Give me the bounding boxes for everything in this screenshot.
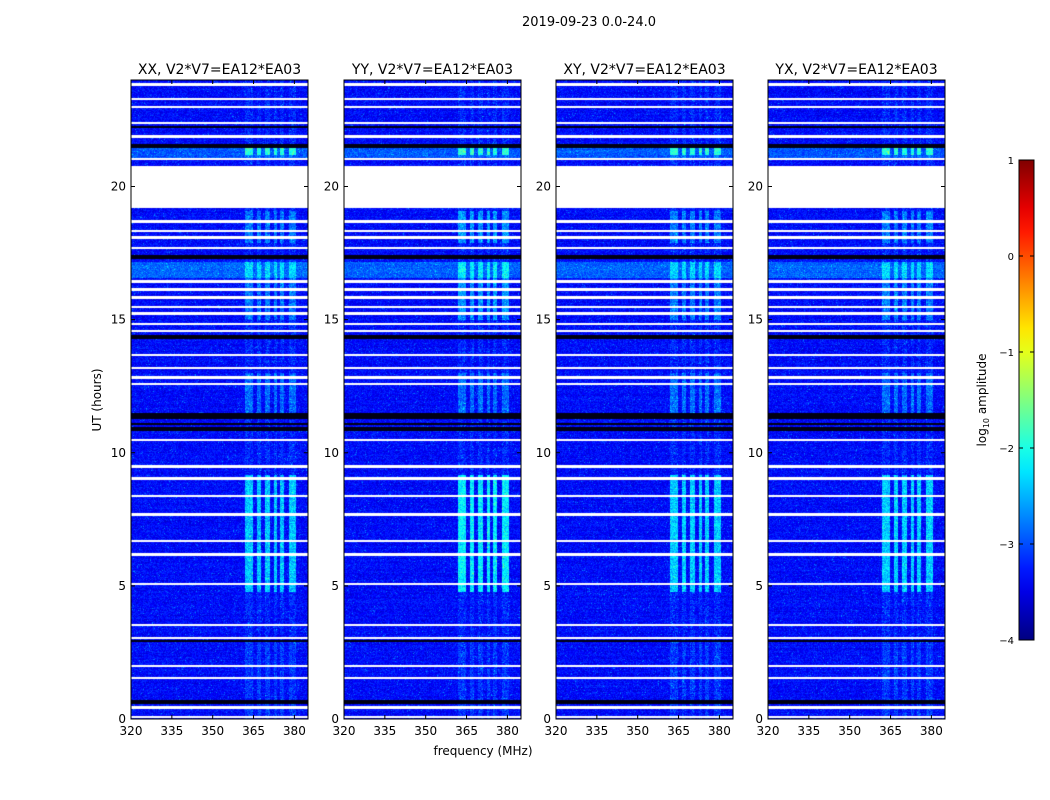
x-tick-label: 320 bbox=[757, 724, 780, 738]
y-tick-label: 15 bbox=[111, 313, 126, 327]
panel-frame bbox=[343, 79, 522, 720]
x-tick-label: 335 bbox=[797, 724, 820, 738]
panel-frame bbox=[767, 79, 946, 720]
colorbar-tick-label: 1 bbox=[1008, 156, 1014, 167]
y-tick-label: 20 bbox=[111, 180, 126, 194]
panel-title: YY, V2*V7=EA12*EA03 bbox=[351, 62, 513, 78]
y-tick-label: 10 bbox=[111, 446, 126, 460]
y-tick-label: 10 bbox=[324, 446, 339, 460]
figure-title: 2019-09-23 0.0-24.0 bbox=[522, 15, 656, 30]
colorbar-label: log10 amplitude bbox=[975, 354, 991, 447]
y-tick-label: 15 bbox=[748, 313, 763, 327]
y-tick-label: 20 bbox=[324, 180, 339, 194]
y-tick-label: 20 bbox=[748, 180, 763, 194]
y-tick-label: 5 bbox=[755, 579, 763, 593]
colorbar-tick-label: −1 bbox=[999, 348, 1014, 359]
x-tick-label: 320 bbox=[120, 724, 143, 738]
y-tick-label: 0 bbox=[755, 712, 763, 726]
y-tick-label: 20 bbox=[536, 180, 551, 194]
y-tick-label: 0 bbox=[331, 712, 339, 726]
panel-frame bbox=[130, 79, 309, 720]
x-tick-label: 380 bbox=[496, 724, 519, 738]
x-tick-label: 365 bbox=[455, 724, 478, 738]
colorbar-tick-label: 0 bbox=[1008, 252, 1014, 263]
colorbar-gradient bbox=[1018, 159, 1035, 641]
panel-title: XX, V2*V7=EA12*EA03 bbox=[138, 62, 301, 78]
x-tick-label: 350 bbox=[838, 724, 861, 738]
panel-4: YX, V2*V7=EA12*EA03 320 335 350 365 380 0 5 10 15… bbox=[748, 62, 946, 738]
y-tick-label: 5 bbox=[543, 579, 551, 593]
x-axis-label: frequency (MHz) bbox=[433, 744, 532, 758]
panel-3: XY, V2*V7=EA12*EA03 320 335 350 365 380 0 5 10 15… bbox=[536, 62, 734, 738]
x-tick-label: 335 bbox=[160, 724, 183, 738]
y-tick-label: 0 bbox=[118, 712, 126, 726]
panel-2: YY, V2*V7=EA12*EA03 320 335 350 365 380 0 5 10 15… bbox=[324, 62, 522, 738]
y-tick-label: 15 bbox=[324, 313, 339, 327]
x-tick-label: 350 bbox=[201, 724, 224, 738]
colorbar-tick-label: −2 bbox=[999, 444, 1014, 455]
y-axis-label: UT (hours) bbox=[90, 368, 104, 431]
x-tick-label: 350 bbox=[414, 724, 437, 738]
y-tick-label: 10 bbox=[536, 446, 551, 460]
x-tick-label: 350 bbox=[626, 724, 649, 738]
panels: XX, V2*V7=EA12*EA03 320 335 350 365 380 0 5 10 15… bbox=[111, 62, 946, 738]
x-tick-label: 320 bbox=[333, 724, 356, 738]
x-tick-label: 320 bbox=[545, 724, 568, 738]
panel-1: XX, V2*V7=EA12*EA03 320 335 350 365 380 0 5 10 15… bbox=[111, 62, 309, 738]
heatmap-image bbox=[344, 80, 521, 719]
panel-title: YX, V2*V7=EA12*EA03 bbox=[774, 62, 937, 78]
x-tick-label: 380 bbox=[283, 724, 306, 738]
colorbar: 1 0 −1 −2 −3 −4 bbox=[999, 156, 1035, 647]
x-tick-label: 365 bbox=[242, 724, 265, 738]
y-tick-label: 5 bbox=[331, 579, 339, 593]
heatmap-image bbox=[768, 80, 945, 719]
panel-title: XY, V2*V7=EA12*EA03 bbox=[563, 62, 725, 78]
x-tick-label: 335 bbox=[585, 724, 608, 738]
x-tick-label: 380 bbox=[708, 724, 731, 738]
x-tick-label: 365 bbox=[667, 724, 690, 738]
y-tick-label: 10 bbox=[748, 446, 763, 460]
colorbar-tick-label: −4 bbox=[999, 636, 1014, 647]
heatmap-image bbox=[556, 80, 733, 719]
x-tick-label: 365 bbox=[879, 724, 902, 738]
colorbar-tick-label: −3 bbox=[999, 540, 1014, 551]
panel-frame bbox=[555, 79, 734, 720]
x-tick-label: 335 bbox=[373, 724, 396, 738]
heatmap-image bbox=[131, 80, 308, 719]
y-tick-label: 0 bbox=[543, 712, 551, 726]
y-tick-label: 5 bbox=[118, 579, 126, 593]
y-tick-label: 15 bbox=[536, 313, 551, 327]
x-tick-label: 380 bbox=[920, 724, 943, 738]
